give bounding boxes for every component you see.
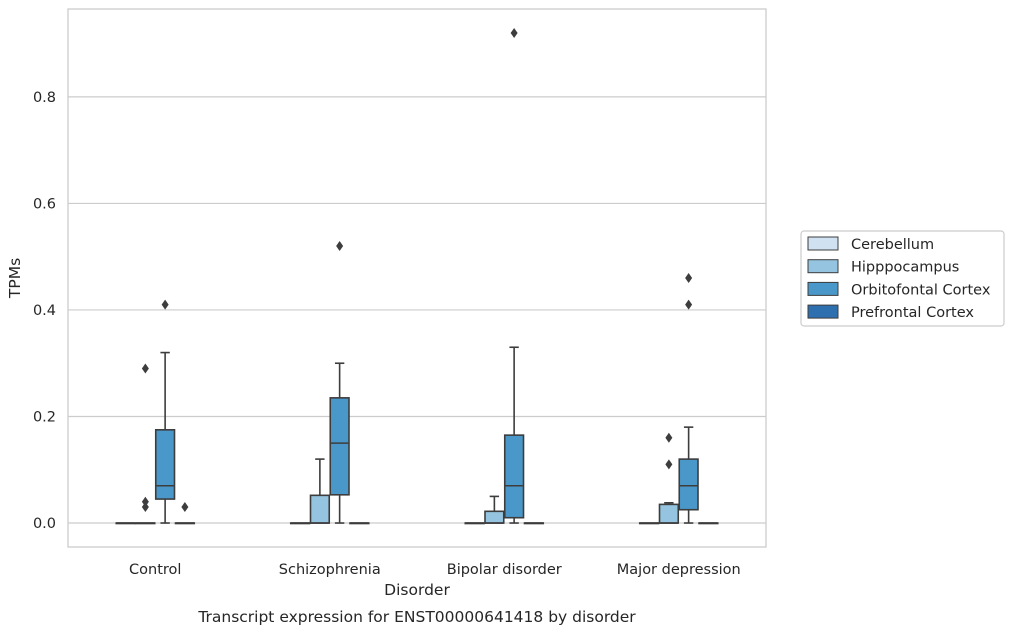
box-0-1 — [289, 522, 311, 525]
outlier-point — [685, 299, 693, 310]
legend-label: Hipppocampus — [851, 260, 959, 276]
y-tick-label: 0.4 — [33, 303, 56, 319]
outlier-point — [665, 432, 673, 443]
outlier-point — [665, 459, 673, 470]
y-tick-label: 0.0 — [33, 516, 56, 532]
box-body — [658, 503, 680, 524]
box-1-2 — [484, 495, 505, 524]
legend-swatch — [807, 281, 839, 296]
legend-label: Prefrontal Cortex — [851, 305, 974, 321]
box-0-3 — [638, 522, 660, 525]
legend-label: Cerebellum — [851, 237, 934, 253]
box-body — [154, 429, 176, 500]
x-tick-label: Control — [129, 562, 181, 578]
x-axis-ticks: Control Schizophrenia Bipolar disorder Majo… — [129, 562, 741, 578]
box-0-0 — [115, 522, 136, 525]
legend-swatch — [807, 259, 839, 274]
outlier-point — [141, 502, 149, 513]
box-3-2 — [523, 522, 545, 525]
x-tick-label: Major depression — [617, 562, 741, 578]
x-axis-title: Disorder — [384, 581, 450, 599]
box-1-3 — [658, 432, 680, 524]
y-tick-label: 0.8 — [33, 90, 56, 106]
outlier-point — [336, 241, 344, 252]
box-plot-area — [115, 27, 719, 525]
y-tick-label: 0.2 — [33, 409, 56, 425]
box-3-0 — [174, 502, 196, 525]
box-body — [329, 397, 350, 496]
figure-caption: Transcript expression for ENST0000064141… — [197, 608, 636, 626]
y-tick-label: 0.6 — [33, 196, 56, 212]
box-1-0 — [135, 363, 156, 525]
outlier-point — [685, 273, 693, 283]
box-2-0 — [154, 299, 176, 524]
box-0-2 — [464, 522, 485, 525]
legend-frame — [800, 230, 1005, 327]
outlier-point — [161, 299, 169, 310]
legend-swatch — [807, 236, 839, 251]
y-axis-ticks: 0.0 0.2 0.4 0.6 0.8 — [33, 90, 56, 532]
x-tick-label: Schizophrenia — [279, 562, 381, 578]
box-2-1 — [329, 241, 350, 524]
box-2-2 — [503, 27, 525, 524]
box-body — [503, 434, 525, 519]
outlier-point — [141, 496, 149, 507]
box-body — [678, 458, 699, 511]
box-body — [484, 510, 505, 524]
outlier-point — [141, 363, 149, 374]
plot-frame — [67, 8, 767, 548]
box-1-1 — [309, 458, 331, 524]
x-tick-label: Bipolar disorder — [447, 562, 562, 578]
outlier-point — [181, 502, 189, 513]
y-axis-title: TPMs — [6, 258, 24, 299]
legend-label: Orbitofontal Cortex — [851, 282, 991, 298]
legend: Cerebellum Hipppocampus Orbitofontal Corte… — [800, 230, 1005, 327]
box-3-1 — [349, 522, 370, 525]
box-2-3 — [678, 273, 699, 524]
box-body — [309, 494, 331, 524]
legend-swatch — [807, 304, 839, 319]
outlier-point — [510, 27, 518, 38]
box-3-3 — [698, 522, 719, 525]
